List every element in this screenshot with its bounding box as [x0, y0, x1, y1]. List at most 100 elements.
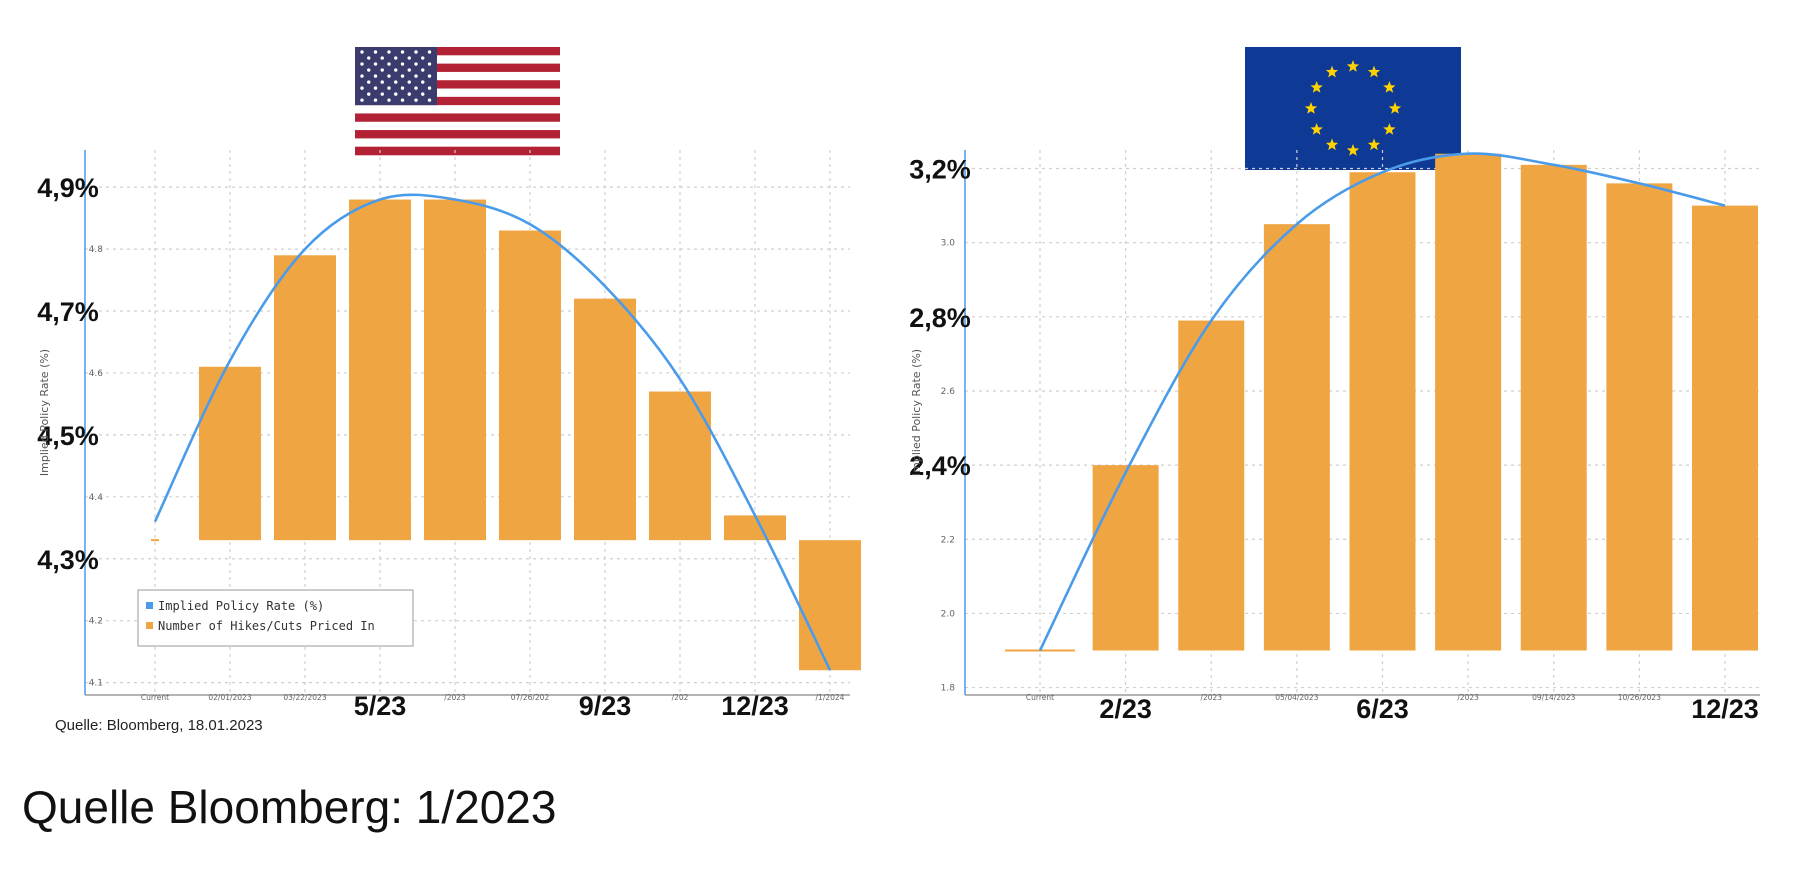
eu-flag-star — [1304, 102, 1318, 114]
us-flag-star — [394, 80, 398, 84]
bar — [1092, 465, 1159, 651]
eu-flag-star — [1346, 60, 1360, 72]
us-flag-star — [360, 74, 364, 78]
eu-flag-star — [1367, 65, 1381, 78]
us-flag-star — [373, 86, 378, 90]
us-flag-star — [427, 98, 432, 102]
eu-flag-star — [1388, 102, 1402, 114]
bar — [1520, 164, 1587, 651]
us-flag-star — [414, 74, 418, 78]
us-flag-star — [373, 74, 378, 78]
us-flag-star — [400, 86, 405, 90]
us-flag-star — [380, 56, 384, 60]
y-tick-label: 4.1 — [89, 679, 103, 689]
bar — [1349, 172, 1416, 651]
us-flag-star — [360, 98, 364, 102]
y-tick-label-large: 4,5% — [37, 421, 99, 451]
us-flag-star — [400, 74, 405, 78]
eu-policy-rate-chart: 3.0 2.6 2.2 2.0 1.8 3,2% 2,8% 2,4%Implied Polic… — [909, 150, 1760, 724]
us-flag-star — [360, 50, 364, 54]
us-flag-star — [414, 98, 418, 102]
us-flag-star — [387, 62, 391, 66]
x-tick-label: 09/14/2023 — [1532, 693, 1575, 702]
y-axis-label: Implied Policy Rate (%) — [38, 349, 51, 476]
bar — [274, 255, 336, 541]
eu-flag-icon — [1245, 47, 1461, 170]
us-flag-star — [387, 86, 391, 90]
bar — [799, 540, 861, 671]
us-flag-star — [407, 92, 411, 96]
us-flag-star — [387, 74, 391, 78]
us-flag-star — [394, 56, 398, 60]
us-flag-stripe — [355, 47, 560, 56]
bar — [574, 298, 636, 541]
us-flag-star — [360, 86, 364, 90]
y-tick-label-large: 4,3% — [37, 545, 99, 575]
x-tick-label: 05/04/2023 — [1275, 693, 1318, 702]
bar-current-stub — [151, 539, 159, 542]
us-flag-star — [373, 98, 378, 102]
us-flag-stripe — [355, 130, 560, 139]
x-tick-label: 03/22/2023 — [283, 693, 326, 702]
bar — [1692, 205, 1758, 651]
us-flag-star — [373, 62, 378, 66]
eu-flag-star — [1367, 138, 1381, 151]
us-flag-stripe — [355, 63, 560, 73]
us-flag-stripe — [355, 138, 560, 147]
policy-rate-line — [153, 193, 832, 671]
us-flag-star — [380, 80, 384, 84]
x-tick-label-large: 9/23 — [579, 691, 632, 721]
us-flag-stripe — [355, 121, 560, 131]
us-flag-star — [421, 92, 425, 96]
eu-flag-star — [1383, 123, 1396, 135]
legend-swatch-bar — [146, 622, 153, 629]
us-flag-stripe — [355, 96, 560, 106]
us-flag-star — [373, 50, 378, 54]
y-axis-label: Implied Policy Rate (%) — [910, 349, 923, 476]
us-flag-stripe — [355, 55, 560, 64]
us-flag-star — [360, 62, 364, 66]
us-flag-star — [400, 62, 405, 66]
y-tick-label-large: 2,8% — [909, 303, 971, 333]
us-flag-stripe — [355, 88, 560, 98]
us-flag-star — [427, 50, 432, 54]
x-tick-label: /1/2024 — [816, 693, 845, 702]
x-tick-label-large: 12/23 — [721, 691, 789, 721]
bar — [1178, 320, 1245, 651]
bar — [424, 199, 486, 541]
x-tick-label: Current — [1026, 693, 1054, 702]
eu-flag-star — [1310, 81, 1323, 93]
us-flag-star — [407, 56, 411, 60]
bar — [1263, 224, 1330, 651]
us-flag-star — [387, 98, 391, 102]
legend-entry: Implied Policy Rate (%) — [158, 599, 324, 613]
x-tick-label-large: 6/23 — [1356, 694, 1409, 724]
eu-flag-star — [1346, 144, 1360, 156]
us-flag-star — [407, 68, 411, 72]
us-flag-star — [367, 92, 371, 96]
y-tick-label: 4.8 — [89, 245, 104, 255]
y-tick-label-large: 4,9% — [37, 173, 99, 203]
us-flag-star — [427, 74, 432, 78]
eu-flag-star — [1325, 65, 1339, 78]
us-flag-star — [414, 62, 418, 66]
x-tick-label-large: 12/23 — [1691, 694, 1759, 724]
us-flag-stripe — [355, 113, 560, 123]
y-tick-label: 2.2 — [941, 535, 955, 545]
us-flag-star — [414, 86, 418, 90]
x-tick-label: 07/26/202 — [511, 693, 550, 702]
legend-entry: Number of Hikes/Cuts Priced In — [158, 619, 375, 633]
us-flag-star — [394, 68, 398, 72]
y-tick-label-large: 3,2% — [909, 155, 971, 185]
legend-swatch-line — [146, 602, 153, 609]
eu-flag-star — [1383, 81, 1396, 93]
x-tick-label: Current — [141, 693, 169, 702]
bar — [1435, 153, 1502, 651]
us-flag-star — [421, 56, 425, 60]
us-flag-stripe — [355, 71, 560, 81]
y-tick-label: 4.2 — [89, 617, 103, 627]
x-tick-label: /202 — [672, 693, 689, 702]
y-tick-label: 2.0 — [941, 609, 956, 619]
bar — [499, 230, 561, 541]
